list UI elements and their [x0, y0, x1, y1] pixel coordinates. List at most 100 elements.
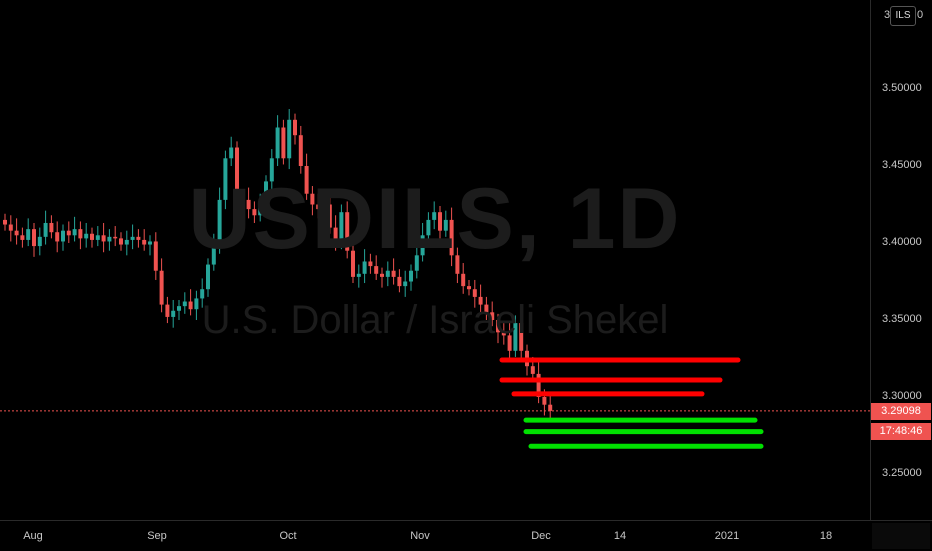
candle-body — [478, 296, 483, 305]
candle-body — [397, 276, 402, 287]
candle-body — [327, 204, 332, 228]
candle-body — [536, 373, 541, 397]
candle-body — [409, 270, 413, 282]
price-tick-label: 3.35000 — [882, 313, 922, 325]
candle-body — [258, 204, 263, 216]
candle-body — [467, 286, 471, 290]
candle-body — [78, 229, 83, 239]
candle-body — [43, 222, 48, 237]
candle-body — [333, 227, 338, 240]
candle-body — [136, 236, 141, 240]
time-tick-label: Sep — [147, 530, 167, 542]
candle-body — [107, 236, 112, 242]
candle-body — [368, 261, 373, 267]
candle-body — [246, 199, 251, 210]
candle-body — [26, 229, 31, 240]
candle-body — [20, 235, 25, 240]
time-tick-label: Nov — [410, 530, 430, 542]
candle-body — [200, 289, 205, 299]
candle-body — [165, 304, 170, 317]
candle-body — [414, 255, 419, 271]
candle-body — [304, 166, 309, 194]
price-tick-label: 3.25000 — [882, 467, 922, 479]
candle-body — [264, 181, 268, 205]
candle-body — [356, 273, 361, 277]
price-tick-label: 3.45000 — [882, 159, 922, 171]
time-axis[interactable] — [0, 520, 932, 551]
candle-body — [322, 204, 326, 210]
candle-body — [542, 397, 547, 405]
candle-body — [229, 147, 234, 159]
candle-body — [14, 230, 19, 236]
candle-body — [240, 199, 245, 213]
candle-body — [281, 127, 286, 159]
candle-body — [426, 219, 431, 236]
countdown-tag: 17:48:46 — [871, 422, 931, 440]
time-tick-label: Oct — [279, 530, 297, 542]
candle-body — [171, 310, 176, 317]
candle-body — [293, 119, 297, 136]
price-tick-label: 3.30000 — [882, 390, 922, 402]
candle-body — [61, 230, 65, 242]
time-tick-label: Dec — [531, 530, 551, 542]
price-tick-partial: 3. — [884, 9, 894, 21]
candle-body — [194, 298, 199, 310]
signal-levels — [499, 357, 764, 449]
candle-body — [211, 243, 216, 265]
candle-body — [130, 236, 135, 240]
candle-body — [298, 135, 303, 166]
candle-body — [380, 273, 384, 277]
candle-body — [217, 199, 222, 243]
candle-body — [55, 232, 60, 242]
candle-body — [113, 236, 118, 239]
candle-body — [351, 250, 355, 277]
candle-body — [275, 127, 280, 159]
candle-body — [49, 222, 54, 233]
candle-body — [391, 270, 396, 277]
candle-body — [443, 219, 448, 231]
price-chart[interactable] — [0, 0, 870, 520]
candle-body — [269, 158, 274, 182]
candle-body — [385, 270, 390, 277]
candle-body — [235, 147, 239, 213]
candle-body — [142, 239, 147, 245]
candle-body — [124, 239, 129, 245]
candle-body — [513, 323, 518, 351]
candle-body — [148, 241, 152, 245]
candle-body — [374, 266, 379, 274]
candle-body — [310, 193, 315, 205]
axis-corner — [872, 523, 930, 549]
candle-body — [455, 255, 460, 274]
candle-body — [95, 235, 100, 240]
candle-body — [90, 233, 94, 240]
candle-body — [3, 219, 7, 225]
currency-badge[interactable]: ILS — [890, 6, 916, 26]
candlestick-series — [3, 109, 553, 421]
candle-body — [548, 404, 553, 411]
candle-body — [530, 366, 535, 374]
candle-body — [252, 209, 257, 216]
candle-body — [8, 224, 13, 231]
candle-body — [339, 212, 344, 240]
time-tick-label: 14 — [613, 530, 627, 542]
time-tick-label: 18 — [819, 530, 833, 542]
candle-body — [484, 304, 489, 313]
candle-body — [119, 238, 123, 245]
candle-body — [496, 320, 500, 333]
last-price-tag: 3.29098 — [871, 402, 931, 420]
candle-body — [84, 233, 89, 239]
candle-body — [72, 229, 77, 236]
candle-body — [159, 270, 164, 305]
candle-body — [316, 204, 321, 210]
candle-body — [461, 273, 466, 287]
candle-body — [438, 212, 442, 231]
candle-body — [519, 323, 524, 351]
candle-body — [432, 212, 437, 220]
price-axis[interactable] — [870, 0, 932, 520]
candle-body — [182, 301, 187, 307]
candle-body — [501, 332, 506, 336]
candle-body — [153, 241, 158, 271]
time-tick-label: 2021 — [714, 530, 740, 542]
candle-body — [362, 261, 367, 274]
candle-body — [177, 306, 181, 311]
